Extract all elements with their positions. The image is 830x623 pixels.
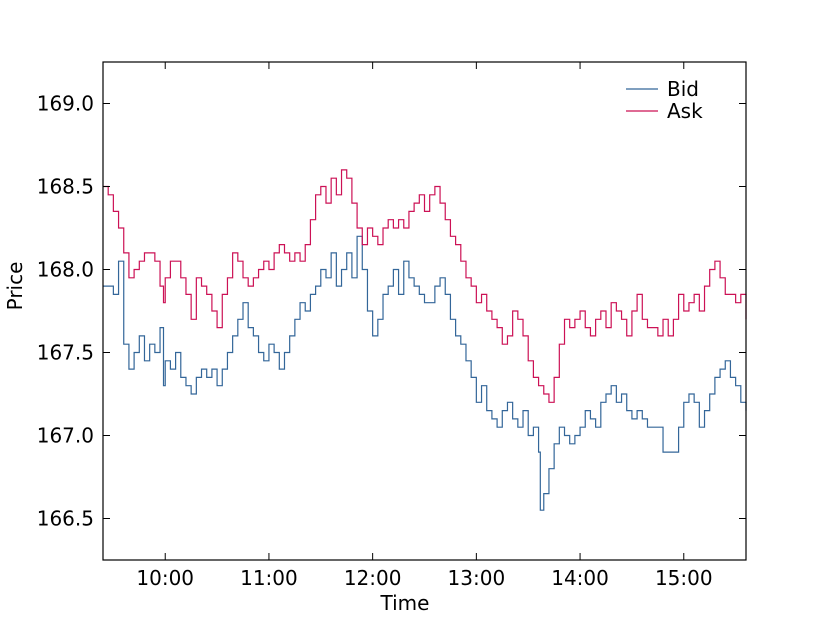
ticks-layer: 10:00 11:00 12:00 13:00 14:00 15:00 166.5 167.0… [37,62,746,590]
plot-area-frame [102,61,747,561]
series-line-bid [103,235,747,511]
x-tick-label: 11:00 [240,566,298,590]
y-tick-label: 169.0 [37,92,94,116]
x-tick-label: 10:00 [136,566,194,590]
y-tick-label: 168.0 [37,258,94,282]
legend: Bid Ask [626,77,703,123]
series-layer [103,169,747,511]
x-tick-label: 15:00 [655,566,713,590]
y-tick-label: 167.5 [37,341,94,365]
x-tick-label: 14:00 [551,566,609,590]
legend-label-ask: Ask [667,99,703,123]
legend-label-bid: Bid [667,77,699,101]
y-tick-label: 167.0 [37,424,94,448]
y-tick-label: 166.5 [37,507,94,531]
x-axis-title: Time [380,591,430,615]
x-tick-label: 13:00 [448,566,506,590]
series-line-ask [103,169,747,403]
y-tick-label: 168.5 [37,175,94,199]
y-axis-title: Price [3,262,27,311]
x-tick-label: 12:00 [344,566,402,590]
